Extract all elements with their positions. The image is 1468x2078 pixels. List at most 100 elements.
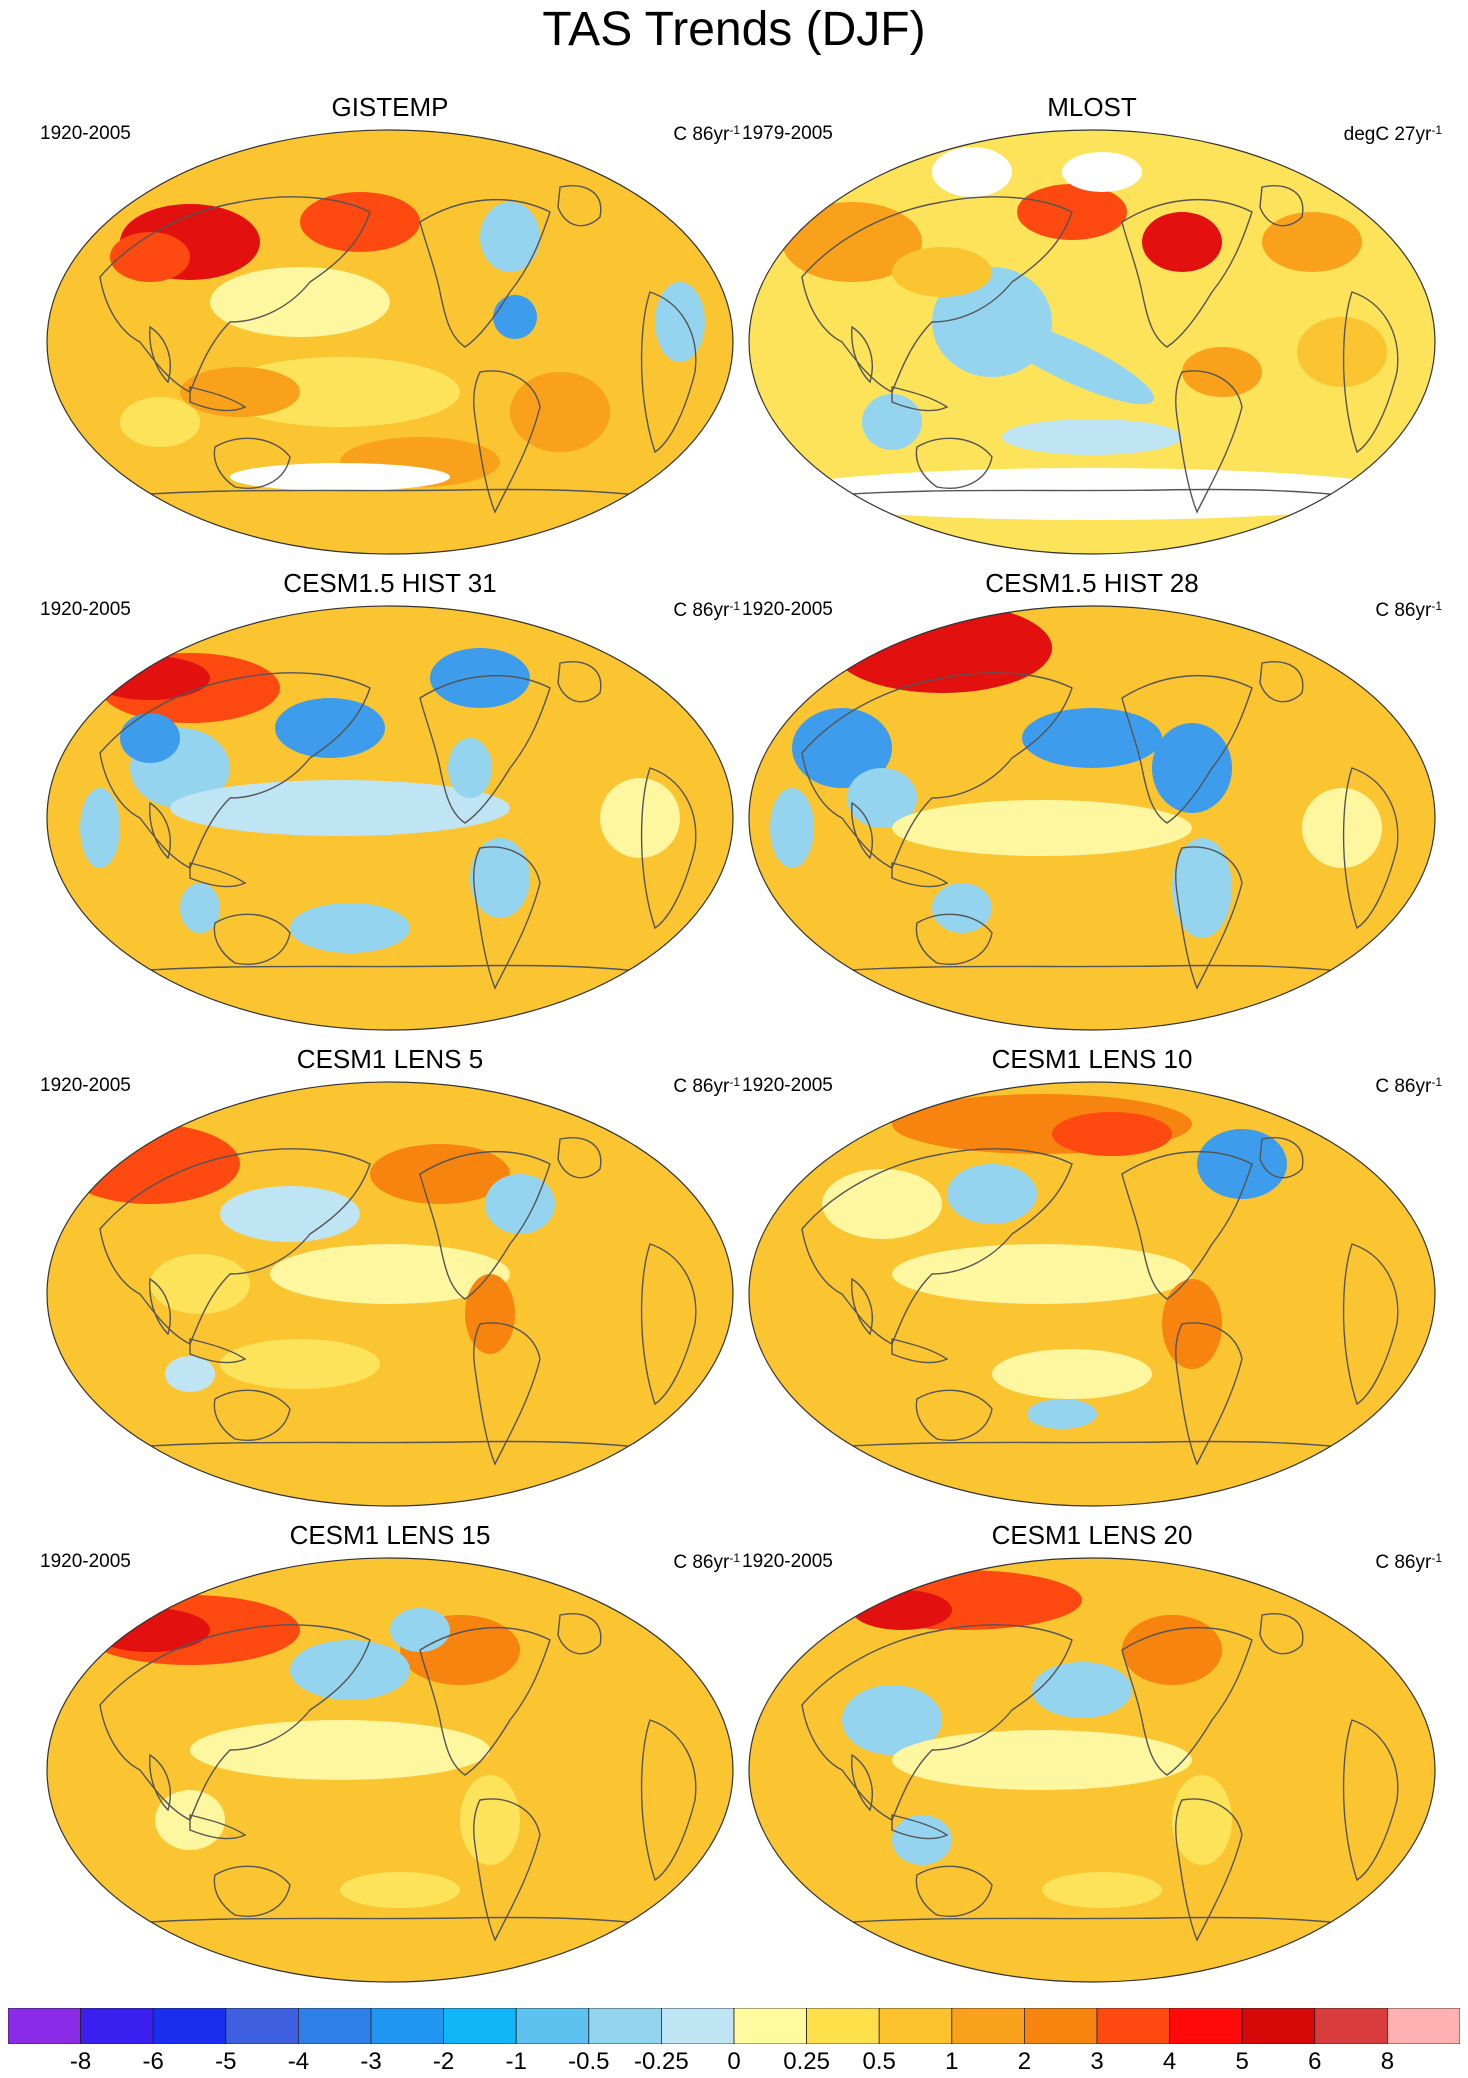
map-plot <box>46 1557 734 1983</box>
coast-north-america <box>1121 1626 1253 1776</box>
map-panel: CESM1 LENS 10 1920-2005 C 86yr-1 <box>742 1044 1442 1514</box>
neutral-asia <box>822 1169 942 1239</box>
colorbar-swatch <box>297 2008 372 2044</box>
coast-greenland <box>557 661 602 703</box>
warm-africa <box>1302 1730 1382 1810</box>
colorbar-tick-label: -0.25 <box>634 2048 689 2075</box>
cool-amazon <box>470 838 530 918</box>
panel-period: 1920-2005 <box>40 123 131 144</box>
coast-eurasia <box>801 1624 1073 1821</box>
map-outline <box>748 1081 1436 1507</box>
cool-hudson <box>390 1608 450 1652</box>
coast-india <box>149 801 171 860</box>
colorbar-tick-label: -1 <box>505 2048 527 2075</box>
panel-units-text: C 86yr <box>1375 600 1432 621</box>
cool-central-asia <box>120 713 180 763</box>
neutral-tropical-pacific <box>892 1244 1192 1304</box>
panel-period: 1920-2005 <box>742 1551 833 1572</box>
neutral-africa <box>1302 788 1382 868</box>
colorbar-tick-label: 1 <box>945 2048 959 2075</box>
panel-units-exponent: -1 <box>1431 1551 1442 1565</box>
panel-units: C 86yr-1 <box>673 1070 740 1099</box>
colorbar <box>8 2008 1460 2044</box>
cool-australia <box>165 1356 215 1392</box>
neutral-africa <box>600 778 680 858</box>
cool-hudson <box>480 202 540 272</box>
coast-seasia <box>189 1814 247 1840</box>
neutral-southeast-asia <box>150 1254 250 1314</box>
main-title: TAS Trends (DJF) <box>542 3 926 56</box>
coast-greenland <box>557 185 602 227</box>
map-plot <box>46 605 734 1031</box>
colorbar-labels: -8 -6 -5 -4 -3 -2 -1 -0.5 -0.25 0 0.25 0.5 1 2 3 4 5 6 8 <box>0 2048 1468 2078</box>
coast-antarctica <box>109 1440 681 1455</box>
warm-arctic-asia <box>90 1608 210 1652</box>
coast-south-america <box>1175 1798 1243 1942</box>
map-outline <box>46 1557 734 1983</box>
panel-period: 1979-2005 <box>742 123 833 144</box>
coast-north-america <box>419 1150 551 1300</box>
neutral-tropical-pacific <box>892 1730 1192 1790</box>
coast-seasia <box>189 862 247 888</box>
coast-south-america <box>1175 846 1243 990</box>
panel-title: GISTEMP <box>331 92 449 122</box>
colorbar-tick-label: -5 <box>215 2048 237 2075</box>
colorbar-tick-label: 3 <box>1090 2048 1104 2075</box>
colorbar-swatch <box>661 2008 735 2044</box>
colorbar-swatch <box>951 2008 1025 2044</box>
panel-units-exponent: -1 <box>1431 1075 1442 1089</box>
warm-asia <box>892 247 992 297</box>
missing-data <box>1062 152 1142 192</box>
colorbar-swatch <box>8 2008 81 2044</box>
cool-south-pacific <box>290 903 410 953</box>
panel-units: degC 27yr-1 <box>1344 118 1442 147</box>
coast-australia <box>915 437 993 489</box>
coast-antarctica <box>811 1916 1383 1931</box>
coast-australia <box>213 437 291 489</box>
coast-africa <box>1342 291 1399 454</box>
coast-india <box>851 801 873 860</box>
coast-seasia <box>189 1338 247 1364</box>
cool-north-pacific <box>1032 1662 1132 1718</box>
colorbar-tick-label: -0.5 <box>568 2048 610 2075</box>
coast-greenland <box>1259 185 1304 227</box>
warm-arctic-canada <box>370 1144 510 1204</box>
coast-africa <box>640 767 697 930</box>
map-panel: CESM1 LENS 5 1920-2005 C 86yr-1 <box>40 1044 740 1514</box>
map-panel: CESM1 LENS 15 1920-2005 C 86yr-1 <box>40 1520 740 1990</box>
panel-period: 1920-2005 <box>40 599 131 620</box>
panel-units-text: C 86yr <box>1375 1552 1432 1573</box>
colorbar-swatch <box>443 2008 517 2044</box>
coast-india <box>149 325 171 384</box>
neutral-north-pacific <box>210 267 390 337</box>
coast-india <box>149 1277 171 1336</box>
coast-india <box>851 325 873 384</box>
coast-seasia <box>891 862 949 888</box>
colorbar-tick-label: 0 <box>727 2048 741 2075</box>
panel-units: C 86yr-1 <box>673 1546 740 1575</box>
coast-greenland <box>557 1613 602 1655</box>
cool-pacific-band <box>989 319 1155 405</box>
panel-units-exponent: -1 <box>729 123 740 137</box>
coast-africa <box>1342 1243 1399 1406</box>
coast-south-america <box>473 1798 541 1942</box>
warm-canada <box>1142 212 1222 272</box>
neutral-tropical-pacific <box>270 1244 510 1304</box>
coast-eurasia <box>99 672 371 869</box>
coast-greenland <box>557 1137 602 1179</box>
cool-north-pacific <box>290 1640 410 1700</box>
panel-units-exponent: -1 <box>729 1551 740 1565</box>
panel-units: C 86yr-1 <box>673 118 740 147</box>
panel-period: 1920-2005 <box>742 1075 833 1096</box>
coast-africa <box>640 291 697 454</box>
panel-title: CESM1 LENS 20 <box>991 1520 1193 1550</box>
coast-seasia <box>891 1814 949 1840</box>
colorbar-swatch <box>1241 2008 1316 2044</box>
panel-units-text: C 86yr <box>673 1552 730 1573</box>
coast-antarctica <box>109 964 681 979</box>
cool-australia <box>180 883 220 933</box>
coast-north-america <box>419 198 551 348</box>
colorbar-tick-label: -4 <box>287 2048 310 2075</box>
colorbar-tick-label: 0.5 <box>862 2048 896 2075</box>
warm-amazon <box>1182 347 1262 397</box>
